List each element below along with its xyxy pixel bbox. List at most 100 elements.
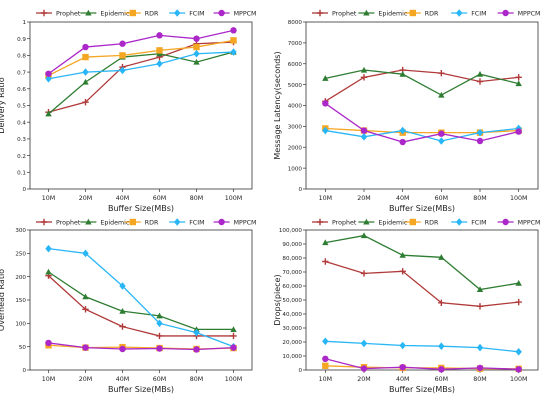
data-point-epidemic (322, 75, 329, 81)
legend-label-mppcm: MPPCM (234, 11, 257, 18)
chart-panel-1: Prophet Epidemic RDR FCIM MPPCM 0 0.1 0.2 0.3 0.4… (0, 9, 256, 213)
y-tick-label: 0.8 (17, 54, 26, 60)
data-point-mppcm (156, 345, 163, 352)
data-point-epidemic (476, 286, 484, 293)
data-point-fcim (82, 249, 89, 258)
legend-label-epidemic: Epidemic (100, 11, 129, 18)
data-point-rdr (230, 37, 237, 44)
series-prophet (45, 38, 237, 116)
data-point-rdr (193, 43, 200, 51)
data-point-fcim (119, 282, 126, 290)
legend-marker-epidemic (363, 218, 370, 225)
legend-label-mppcm: MPPCM (518, 11, 541, 18)
data-point-prophet (360, 270, 368, 277)
legend-label-fcim: FCIM (471, 11, 486, 18)
legend: Prophet Epidemic RDR FCIM MPPCM (36, 9, 257, 18)
series-line-rdr (48, 39, 234, 77)
y-tick-label: 250 (15, 252, 26, 258)
data-point-prophet (438, 69, 445, 77)
y-tick-label: 90,000 (282, 242, 302, 248)
data-point-epidemic (438, 91, 445, 98)
data-point-fcim (230, 48, 237, 56)
x-tick-label: 60M (153, 376, 166, 383)
series-mppcm (45, 27, 237, 77)
legend-label-mppcm: MPPCM (234, 220, 257, 227)
legend-label-prophet: Prophet (332, 11, 357, 18)
legend-label-rdr: RDR (425, 11, 439, 18)
legend-marker-rdr (409, 218, 416, 226)
series-line-mppcm (325, 358, 519, 370)
legend: Prophet Epidemic RDR FCIM MPPCM (312, 218, 541, 227)
data-point-fcim (476, 343, 484, 352)
data-point-fcim (45, 74, 52, 83)
data-point-mppcm (322, 100, 329, 107)
data-point-fcim (45, 244, 52, 253)
plot-frame (29, 21, 253, 190)
series-line-epidemic (48, 51, 234, 115)
x-tick-label: 10M (42, 195, 55, 202)
legend-marker-epidemic (85, 9, 92, 16)
plot-frame (305, 229, 539, 371)
legend: Prophet Epidemic RDR FCIM MPPCM (312, 9, 541, 18)
series-line-prophet (324, 69, 519, 102)
data-point-prophet (82, 306, 89, 313)
y-tick-label: 300 (15, 228, 26, 234)
data-point-fcim (82, 68, 89, 76)
y-tick-label: 0.5 (17, 104, 26, 110)
legend-label-fcim: FCIM (471, 220, 486, 227)
data-point-mppcm (399, 138, 406, 146)
legend-marker-prophet (316, 218, 324, 226)
y-tick-label: 0.7 (17, 70, 26, 76)
y-tick-label: 100,000 (279, 228, 303, 234)
legend-label-epidemic: Epidemic (100, 220, 129, 227)
data-point-mppcm (230, 344, 237, 351)
legend-marker-prophet (40, 9, 48, 17)
data-point-epidemic (515, 80, 522, 87)
y-tick-label: 0.4 (17, 120, 26, 126)
x-tick-label: 40M (396, 376, 409, 383)
x-tick-label: 60M (435, 195, 448, 202)
y-tick-label: 0 (22, 187, 26, 193)
series-prophet (322, 258, 522, 310)
legend-marker-mppcm (502, 9, 509, 17)
x-tick-label: 40M (116, 195, 129, 202)
data-point-fcim (360, 133, 368, 141)
data-point-epidemic (156, 312, 163, 319)
series-line-epidemic (48, 271, 234, 331)
y-tick-label: 0 (298, 368, 302, 374)
x-tick-label: 100M (510, 376, 527, 383)
data-point-mppcm (119, 40, 126, 47)
y-tick-label: 1 (22, 20, 26, 26)
data-point-fcim (515, 348, 522, 356)
data-point-epidemic (45, 110, 52, 117)
legend-marker-mppcm (502, 218, 509, 226)
data-point-mppcm (438, 130, 445, 137)
data-point-mppcm (230, 27, 237, 34)
data-point-mppcm (476, 137, 484, 145)
series-fcim (45, 48, 237, 83)
x-tick-label: 10M (319, 195, 332, 202)
data-point-epidemic (360, 66, 368, 73)
legend-label-mppcm: MPPCM (518, 220, 541, 227)
data-point-prophet (360, 74, 368, 81)
legend-marker-rdr (129, 9, 136, 17)
y-tick-label: 60,000 (282, 284, 302, 290)
y-axis-label: Drops(piece) (273, 274, 282, 325)
data-point-fcim (119, 66, 126, 75)
data-point-fcim (438, 137, 445, 145)
data-point-epidemic (45, 268, 52, 275)
data-point-prophet (515, 74, 522, 81)
series-line-fcim (325, 127, 519, 142)
legend-label-fcim: FCIM (189, 220, 204, 227)
y-tick-label: 8000 (288, 20, 303, 26)
legend: Prophet Epidemic RDR FCIM MPPCM (36, 218, 257, 227)
data-point-epidemic (399, 252, 406, 258)
data-point-mppcm (438, 366, 445, 373)
series-line-prophet (48, 275, 234, 337)
y-tick-label: 4000 (288, 104, 303, 110)
series-line-mppcm (48, 29, 234, 75)
x-tick-label: 100M (225, 195, 242, 202)
legend-label-prophet: Prophet (332, 220, 357, 227)
data-point-fcim (360, 339, 368, 348)
x-tick-label: 20M (79, 195, 92, 202)
